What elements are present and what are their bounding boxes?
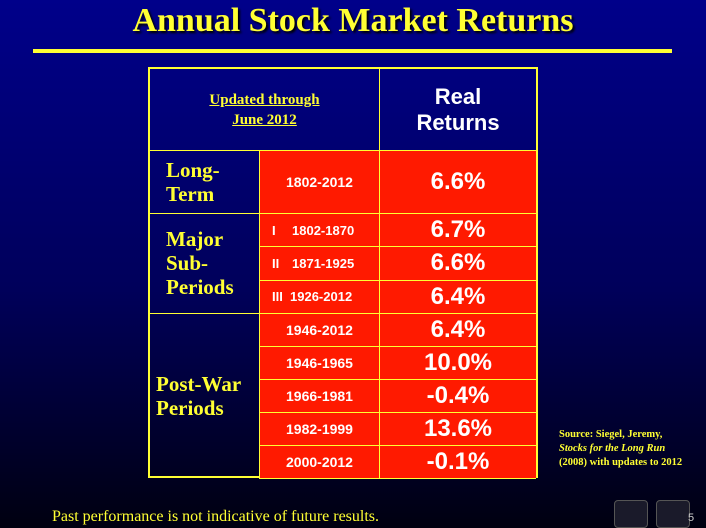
period: 1946-2012: [286, 321, 353, 338]
period-cell: II 1871-1925: [260, 247, 380, 281]
real-return: -0.1%: [426, 447, 490, 475]
group-label: Periods: [156, 396, 224, 421]
period: 1982-1999: [286, 420, 353, 437]
period-marker: II: [272, 255, 280, 271]
page-number: 5: [688, 512, 695, 524]
period: 2000-2012: [286, 453, 353, 470]
period-cell: 2000-2012: [260, 445, 380, 479]
real-return: 6.6%: [430, 168, 486, 195]
column-header-cell: Real Returns: [380, 69, 536, 151]
slide-title: Annual Stock Market Returns: [132, 2, 574, 39]
period-cell: III 1926-2012: [260, 280, 380, 314]
column-header: Real: [434, 83, 482, 109]
period: 1966-1981: [286, 387, 353, 404]
period-marker: I: [272, 222, 276, 238]
value-cell: 6.7%: [380, 214, 536, 248]
period-marker: III: [272, 289, 283, 305]
value-cell: 6.4%: [380, 280, 536, 314]
source-line: (2008) with updates to 2012: [559, 457, 683, 468]
value-cell: -0.4%: [380, 379, 536, 413]
value-cell: 13.6%: [380, 412, 536, 446]
real-return: 10.0%: [423, 348, 493, 376]
group-label: Sub-: [166, 251, 209, 276]
real-return: 6.7%: [430, 216, 486, 244]
header-note: June 2012: [232, 111, 297, 128]
column-header: Returns: [416, 109, 500, 135]
value-cell: -0.1%: [380, 445, 536, 479]
real-return: -0.4%: [426, 381, 490, 409]
period-cell: 1966-1981: [260, 379, 380, 413]
source-line: Source: Siegel, Jeremy,: [559, 429, 663, 440]
real-return: 6.4%: [430, 315, 486, 343]
period: 1926-2012: [290, 289, 353, 305]
group-label: Long-: [166, 158, 220, 182]
period-cell: 1802-2012: [260, 151, 380, 214]
source-note: Source: Siegel, Jeremy, Stocks for the L…: [559, 428, 704, 470]
group-label: Periods: [166, 275, 234, 300]
period: 1946-1965: [286, 354, 353, 371]
header-note: Updated through: [209, 91, 320, 108]
value-cell: 6.6%: [380, 247, 536, 281]
group-label-cell: Post-War Periods: [150, 313, 260, 479]
value-cell: 10.0%: [380, 346, 536, 380]
period: 1871-1925: [292, 255, 355, 271]
header-note-cell: Updated through June 2012: [150, 69, 380, 151]
period-cell: I 1802-1870: [260, 214, 380, 248]
source-line: Stocks for the Long Run: [559, 443, 666, 454]
real-return: 6.4%: [430, 282, 486, 310]
period-cell: 1982-1999: [260, 412, 380, 446]
value-cell: 6.4%: [380, 313, 536, 347]
group-label-cell: Major Sub- Periods: [150, 214, 260, 314]
real-return: 6.6%: [430, 249, 486, 277]
value-cell: 6.6%: [380, 151, 536, 214]
period: 1802-2012: [286, 174, 353, 190]
nav-button[interactable]: [656, 500, 690, 528]
nav-button[interactable]: [614, 500, 648, 528]
period: 1802-1870: [292, 222, 355, 238]
disclaimer: Past performance is not indicative of fu…: [52, 508, 380, 525]
group-label: Major: [166, 227, 224, 252]
period-cell: 1946-2012: [260, 313, 380, 347]
group-label: Post-War: [156, 372, 242, 397]
group-label-cell: Long- Term: [150, 151, 260, 214]
period-cell: 1946-1965: [260, 346, 380, 380]
returns-table: Updated through June 2012 Real Returns Long-…: [148, 67, 538, 479]
group-label: Term: [166, 182, 215, 206]
real-return: 13.6%: [423, 414, 493, 442]
title-rule: [33, 49, 672, 53]
